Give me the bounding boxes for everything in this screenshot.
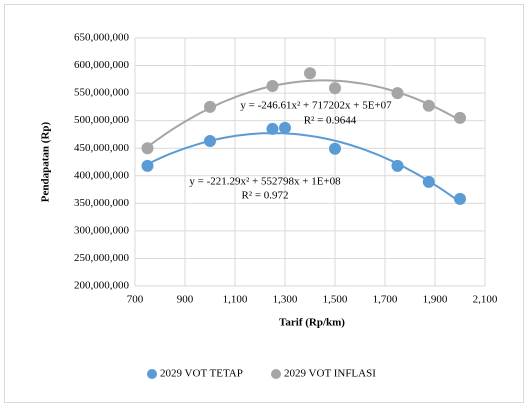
point [329, 82, 341, 95]
point [391, 87, 404, 100]
r-squared: R² = 0.972 [241, 190, 288, 202]
x-tick-label: 2,100 [473, 294, 498, 306]
x-axis-title: Tarif (Rp/km) [279, 317, 345, 329]
x-tick-label: 1,300 [273, 294, 298, 306]
y-tick-label: 650,000,000 [74, 32, 130, 44]
legend-marker [147, 369, 157, 379]
point [266, 122, 279, 135]
trendline-equation: y = -221.29x² + 552798x + 1E+08 [189, 176, 341, 188]
point [422, 99, 435, 112]
point [391, 159, 404, 172]
y-tick-label: 250,000,000 [74, 252, 130, 264]
point [422, 175, 435, 188]
legend-label: 2029 VOT INFLASI [284, 368, 376, 380]
y-tick-label: 200,000,000 [74, 280, 130, 292]
point [141, 159, 154, 172]
x-tick-label: 1,900 [423, 294, 448, 306]
y-tick-label: 550,000,000 [74, 87, 130, 99]
trendline-equation: y = -246.61x² + 717202x + 5E+07 [240, 100, 392, 112]
y-tick-label: 350,000,000 [74, 197, 130, 209]
point [279, 121, 291, 134]
legend-label: 2029 VOT TETAP [160, 368, 243, 380]
point [141, 142, 154, 155]
point [329, 142, 341, 155]
point [304, 67, 316, 80]
y-tick-label: 400,000,000 [74, 169, 130, 181]
y-tick-label: 500,000,000 [74, 114, 130, 126]
trendline [147, 132, 461, 203]
trendline [146, 79, 461, 148]
legend-marker [271, 369, 281, 379]
point [454, 111, 466, 124]
point [454, 192, 466, 205]
x-tick-label: 1,700 [373, 294, 398, 306]
x-tick-label: 700 [127, 294, 144, 306]
x-tick-label: 1,100 [223, 294, 248, 306]
point [204, 100, 216, 113]
y-tick-label: 300,000,000 [74, 224, 130, 236]
x-tick-label: 900 [177, 294, 194, 306]
point [266, 79, 279, 92]
y-axis-title: Pendapatan (Rp) [40, 121, 52, 202]
x-tick-label: 1,500 [323, 294, 348, 306]
y-tick-label: 600,000,000 [74, 59, 130, 71]
r-squared: R² = 0.9644 [304, 115, 357, 127]
point [204, 135, 216, 148]
y-tick-label: 450,000,000 [74, 142, 130, 154]
